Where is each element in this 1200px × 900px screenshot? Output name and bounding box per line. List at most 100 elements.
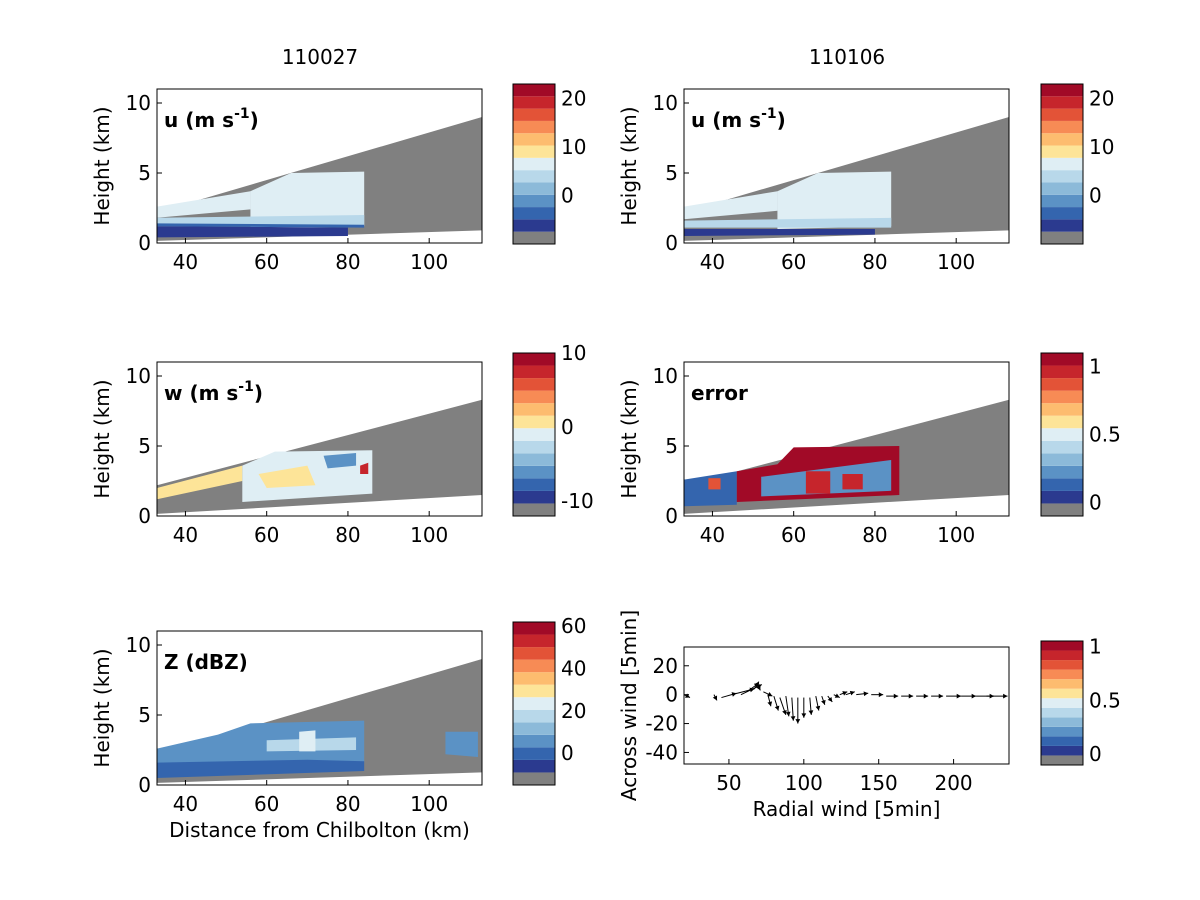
y-tick-label: 5 (138, 434, 151, 458)
data-region-0 (684, 191, 778, 220)
axes-frame (156, 88, 483, 244)
wind-arrowhead-21 (842, 691, 848, 696)
colorbar-bin-6 (513, 697, 555, 710)
y-axis-label: Height (km) (617, 106, 641, 225)
x-tick-label: 100 (937, 250, 975, 274)
field-label-text: w (m s (164, 381, 238, 405)
colorbar-tick-label: 0.5 (1089, 423, 1121, 447)
wind-arrowhead-18 (821, 699, 826, 705)
colorbar-tick-label: 20 (561, 699, 586, 723)
colorbar-bin-0 (1041, 503, 1083, 516)
wind-arrowhead-16 (808, 710, 814, 715)
colorbar-tick-label: 0 (1089, 742, 1102, 766)
colorbar-bin-7 (513, 415, 555, 429)
colorbar-bin-4 (513, 182, 555, 195)
field-label: u (m s-1) (691, 106, 786, 132)
y-tick-label: 10 (653, 91, 678, 115)
colorbar-bin-9 (1041, 120, 1083, 134)
colorbar-tick-label: -10 (561, 489, 594, 513)
y-tick-label: 0 (138, 231, 151, 255)
colorbar-bin-7 (513, 145, 555, 158)
y-axis-label: Height (km) (90, 106, 114, 225)
field-label-close: ) (250, 108, 259, 132)
colorbar-bin-6 (1041, 157, 1083, 171)
data-region-0 (157, 465, 243, 500)
x-tick-label: 100 (410, 792, 448, 816)
wind-arrowhead-29 (956, 693, 962, 699)
colorbar-bin-10 (513, 378, 555, 391)
x-axis-label: Distance from Chilbolton (km) (169, 818, 470, 842)
data-region-2 (258, 465, 316, 488)
colorbar-bin-3 (1041, 194, 1083, 208)
wind-arrowhead-27 (923, 693, 929, 699)
x-tick-label: 100 (785, 771, 823, 795)
colorbar-tick-label: 10 (561, 341, 586, 365)
data-region-3 (157, 226, 348, 238)
colorbar-tick-label: 0.5 (1089, 688, 1121, 712)
y-tick-label: 0 (665, 504, 678, 528)
x-tick-label: 80 (862, 523, 887, 547)
colorbar-bin-4 (1041, 717, 1083, 727)
data-region-2 (157, 215, 365, 227)
colorbar-bin-0 (513, 772, 555, 785)
colorbar-bin-7 (1041, 145, 1083, 158)
wind-arrowhead-8 (767, 692, 773, 697)
colorbar-bin-3 (513, 465, 555, 479)
colorbar-bin-8 (1041, 133, 1083, 146)
colorbar-tick-label: 20 (561, 87, 586, 111)
colorbar-tick-label: 0 (561, 184, 574, 208)
y-tick-label: 5 (665, 161, 678, 185)
colorbar-bin-0 (1041, 755, 1083, 765)
colorbar-bin-4 (1041, 453, 1083, 466)
y-axis-label: Across wind [5min] (617, 610, 641, 801)
x-tick-label: 60 (254, 250, 279, 274)
y-tick-label: 10 (653, 364, 678, 388)
colorbar-bin-5 (513, 170, 555, 183)
x-tick-label: 40 (700, 250, 725, 274)
y-tick-label: -40 (645, 740, 678, 764)
colorbar-bin-2 (513, 207, 555, 220)
wind-arrowhead-15 (801, 713, 807, 718)
colorbar-tick-label: 60 (561, 614, 586, 638)
axes-frame (683, 361, 1010, 517)
colorbar-bin-9 (1041, 390, 1083, 404)
data-region-4 (360, 462, 369, 474)
colorbar-bin-8 (1041, 679, 1083, 689)
field-label-text: u (m s (691, 108, 761, 132)
field-label-superscript: -1 (238, 379, 254, 395)
colorbar-bin-5 (1041, 707, 1083, 718)
x-tick-label: 40 (173, 523, 198, 547)
data-region-2 (684, 217, 892, 228)
colorbar-bin-5 (1041, 440, 1083, 454)
colorbar-bin-10 (1041, 108, 1083, 121)
colorbar-frame (512, 83, 556, 245)
colorbar-tick-label: 40 (561, 657, 586, 681)
field-label: Z (dBZ) (164, 650, 248, 674)
x-axis-label: Radial wind [5min] (753, 797, 941, 821)
y-tick-label: 0 (138, 773, 151, 797)
x-tick-label: 80 (335, 792, 360, 816)
wind-arrowhead-13 (790, 716, 796, 721)
y-tick-label: 10 (126, 364, 151, 388)
y-tick-label: 5 (138, 161, 151, 185)
y-axis-label: Height (km) (617, 379, 641, 498)
colorbar-frame (1040, 83, 1084, 245)
y-axis-label: Height (km) (90, 379, 114, 498)
colorbar-bin-1 (1041, 219, 1083, 232)
y-tick-label: -20 (645, 712, 678, 736)
colorbar-bin-5 (1041, 170, 1083, 183)
data-region-3 (805, 471, 831, 494)
data-region-1 (777, 171, 892, 229)
colorbar-bin-11 (513, 634, 555, 648)
data-region-0 (157, 191, 251, 218)
data-region-1 (157, 759, 365, 778)
column-title-left: 110027 (282, 45, 358, 69)
x-tick-label: 100 (410, 250, 448, 274)
colorbar-tick-label: 1 (1089, 355, 1102, 379)
y-tick-label: 5 (138, 703, 151, 727)
colorbar-bin-11 (513, 96, 555, 109)
field-label-text: error (691, 381, 748, 405)
colorbar-bin-6 (513, 157, 555, 171)
colorbar-bin-7 (1041, 415, 1083, 429)
